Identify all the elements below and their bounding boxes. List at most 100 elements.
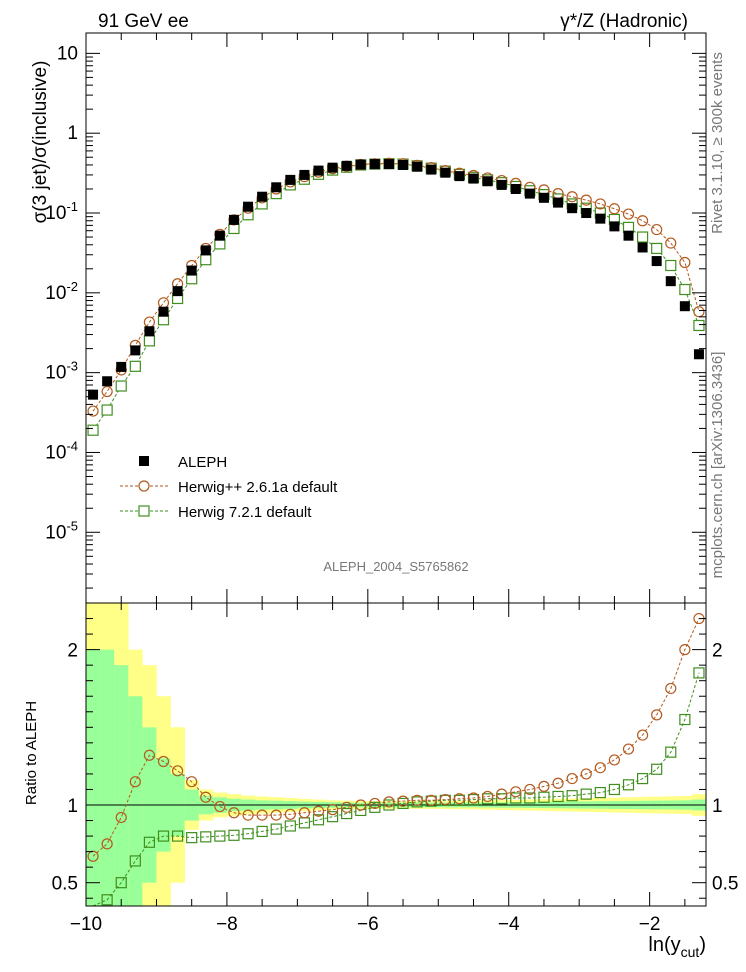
herwig7-point <box>143 335 156 347</box>
main-series-line-herwig7 <box>92 163 700 431</box>
aleph-point <box>693 349 704 360</box>
aleph-point <box>186 265 197 276</box>
aleph-point <box>243 201 254 212</box>
aleph-point <box>144 326 155 337</box>
herwig7-ratio-point <box>115 877 127 889</box>
aleph-point <box>553 197 564 208</box>
herwigpp-ratio-point <box>87 850 99 862</box>
aleph-point <box>524 188 535 199</box>
header-right-label: γ*/Z (Hadronic) <box>560 11 688 32</box>
herwigpp-ratio-point <box>425 794 437 806</box>
legend-label-herwig7: Herwig 7.2.1 default <box>178 504 312 521</box>
herwig7-ratio-point <box>256 825 268 838</box>
header-left-label: 91 GeV ee <box>98 11 189 32</box>
x-tick-label: −4 <box>498 914 520 935</box>
main-y-tick-label: 10-3 <box>45 359 78 384</box>
ratio-y-tick-label-left: 2 <box>67 641 78 662</box>
herwigpp-ratio-point <box>665 682 677 695</box>
herwig7-ratio-point <box>129 855 141 867</box>
aleph-point <box>228 214 239 225</box>
herwigpp-ratio-point <box>411 794 423 806</box>
herwigpp-ratio-point <box>608 754 621 766</box>
herwig7-ratio-point <box>651 763 663 775</box>
herwigpp-ratio-point <box>510 786 522 798</box>
aleph-point <box>581 208 592 219</box>
main-y-ticks: 10 1 10-1 10-2 10-3 10-4 10-5 <box>45 33 706 603</box>
herwigpp-ratio-point <box>101 838 113 850</box>
aleph-point <box>327 162 338 173</box>
aleph-point <box>510 183 521 194</box>
herwigpp-ratio-point <box>186 776 198 788</box>
herwigpp-ratio-point <box>594 762 606 774</box>
aleph-point <box>313 165 324 176</box>
aleph-point <box>609 221 620 232</box>
herwigpp-ratio-point <box>397 795 409 807</box>
main-y-tick-label: 10-4 <box>45 438 78 463</box>
aleph-point <box>412 161 423 172</box>
ratio-y-tick-label-right: 2 <box>712 641 723 662</box>
aleph-point <box>468 173 479 184</box>
herwig7-ratio-point <box>312 814 325 826</box>
herwig7-point <box>87 424 99 436</box>
aleph-point <box>116 361 127 372</box>
herwigpp-ratio-point <box>524 783 536 796</box>
herwig7-ratio-point <box>214 830 226 842</box>
herwigpp-ratio-point <box>369 797 381 810</box>
herwigpp-ratio-point <box>129 776 141 788</box>
ratio-y-axis-label: Ratio to ALEPH <box>23 701 40 805</box>
aleph-point <box>651 256 662 267</box>
herwig7-ratio-point <box>580 788 592 800</box>
herwigpp-ratio-point <box>242 809 254 821</box>
aleph-point <box>285 174 296 185</box>
herwigpp-ratio-point <box>171 765 184 777</box>
ratio-series-line-herwigpp <box>92 618 700 857</box>
herwig7-point <box>679 283 691 296</box>
analysis-id-label: ALEPH_2004_S5765862 <box>323 559 468 574</box>
x-tick-label: −10 <box>70 914 102 935</box>
herwig7-ratio-point <box>270 823 282 835</box>
herwigpp-ratio-point <box>284 808 296 820</box>
aleph-point <box>88 389 99 400</box>
main-y-tick-label: 10-2 <box>45 279 78 304</box>
herwigpp-ratio-point <box>580 768 592 780</box>
herwig7-ratio-point <box>383 799 395 811</box>
herwigpp-ratio-point <box>467 792 480 804</box>
ratio-band-inner <box>128 696 143 906</box>
legend-item-aleph: ALEPH <box>139 454 227 471</box>
herwig7-point <box>101 404 113 416</box>
aleph-point <box>102 376 113 387</box>
legend-marker-herwig7 <box>138 505 150 517</box>
herwigpp-ratio-point <box>115 811 127 824</box>
herwig7-ratio-point <box>594 786 606 799</box>
legend-marker-aleph <box>139 456 149 466</box>
aleph-point <box>482 176 493 187</box>
herwig7-ratio-point <box>200 831 212 843</box>
herwig7-ratio-point <box>171 830 184 842</box>
ratio-y-tick-label-right: 0.5 <box>712 874 738 895</box>
herwigpp-ratio-point <box>200 791 212 803</box>
herwigpp-ratio-point <box>481 790 494 803</box>
herwig7-ratio-point <box>284 820 296 832</box>
herwigpp-point <box>101 385 113 398</box>
herwigpp-ratio-point <box>326 804 339 816</box>
side-label-bottom: mcplots.cern.ch [arXiv:1306.3436] <box>709 352 726 579</box>
herwigpp-ratio-point <box>214 800 226 813</box>
herwigpp-point <box>651 223 663 236</box>
herwig7-ratio-point <box>355 804 367 817</box>
aleph-point <box>440 167 451 178</box>
main-panel: 10 1 10-1 10-2 10-3 10-4 10-5 σ(3 jet)/σ(inclu… <box>30 32 707 604</box>
x-tick-label: −8 <box>216 914 238 935</box>
aleph-point <box>637 242 648 253</box>
ratio-y-tick-label-right: 1 <box>712 796 723 817</box>
herwigpp-point <box>608 203 621 215</box>
ratio-panel: 0.5 0.5 1 1 2 2 −10 −8 −6 −4 −2 Ratio to ALEPH ln(… <box>23 602 738 960</box>
main-marks <box>87 157 705 436</box>
herwigpp-point <box>665 237 677 249</box>
herwigpp-point <box>157 297 170 309</box>
legend-label-aleph: ALEPH <box>178 454 227 471</box>
herwigpp-ratio-point <box>636 729 649 741</box>
herwig7-ratio-point <box>608 783 621 796</box>
legend: ALEPH Herwig++ 2.6.1a default Herwig 7.2… <box>120 454 338 521</box>
aleph-point <box>130 345 141 356</box>
